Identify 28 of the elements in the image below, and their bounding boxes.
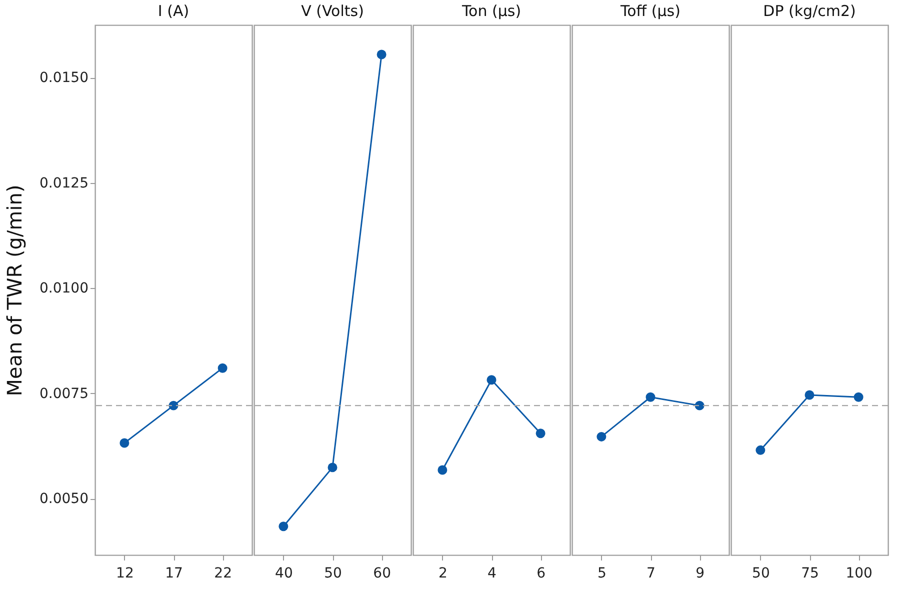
x-tick-label: 50: [324, 566, 342, 582]
x-tick-label: 75: [801, 566, 819, 582]
y-tick-label: 0.0150: [40, 70, 88, 86]
x-tick-label: 22: [214, 566, 232, 582]
x-tick-label: 40: [275, 566, 293, 582]
x-tick-label: 12: [116, 566, 134, 582]
x-tick-label: 2: [438, 566, 448, 582]
x-tick-label: 7: [646, 566, 656, 582]
x-tick-label: 5: [597, 566, 606, 582]
chart-title: Ton (µs): [460, 2, 522, 20]
y-axis-title: Mean of TWR (g/min): [2, 184, 27, 396]
chart-title: Toff (µs): [620, 2, 680, 20]
y-tick-label: 0.0100: [40, 280, 88, 297]
point: [120, 438, 130, 448]
x-tick-label: 60: [373, 566, 391, 582]
x-tick-label: 9: [696, 566, 705, 582]
x-tick-label: 6: [536, 566, 546, 582]
chart-title: I (A): [158, 2, 190, 20]
y-tick-label: 0.0050: [40, 491, 88, 508]
x-tick-label: 17: [165, 566, 183, 582]
y-tick-label: 0.0075: [40, 386, 88, 402]
x-tick-label: 4: [488, 566, 497, 582]
chart-title: DP (kg/cm2): [763, 2, 856, 20]
chart-title: V (Volts): [301, 2, 364, 20]
x-tick-label: 50: [752, 566, 770, 582]
y-tick-label: 0.0125: [40, 175, 88, 192]
point: [218, 363, 228, 373]
x-tick-label: 100: [846, 566, 872, 582]
